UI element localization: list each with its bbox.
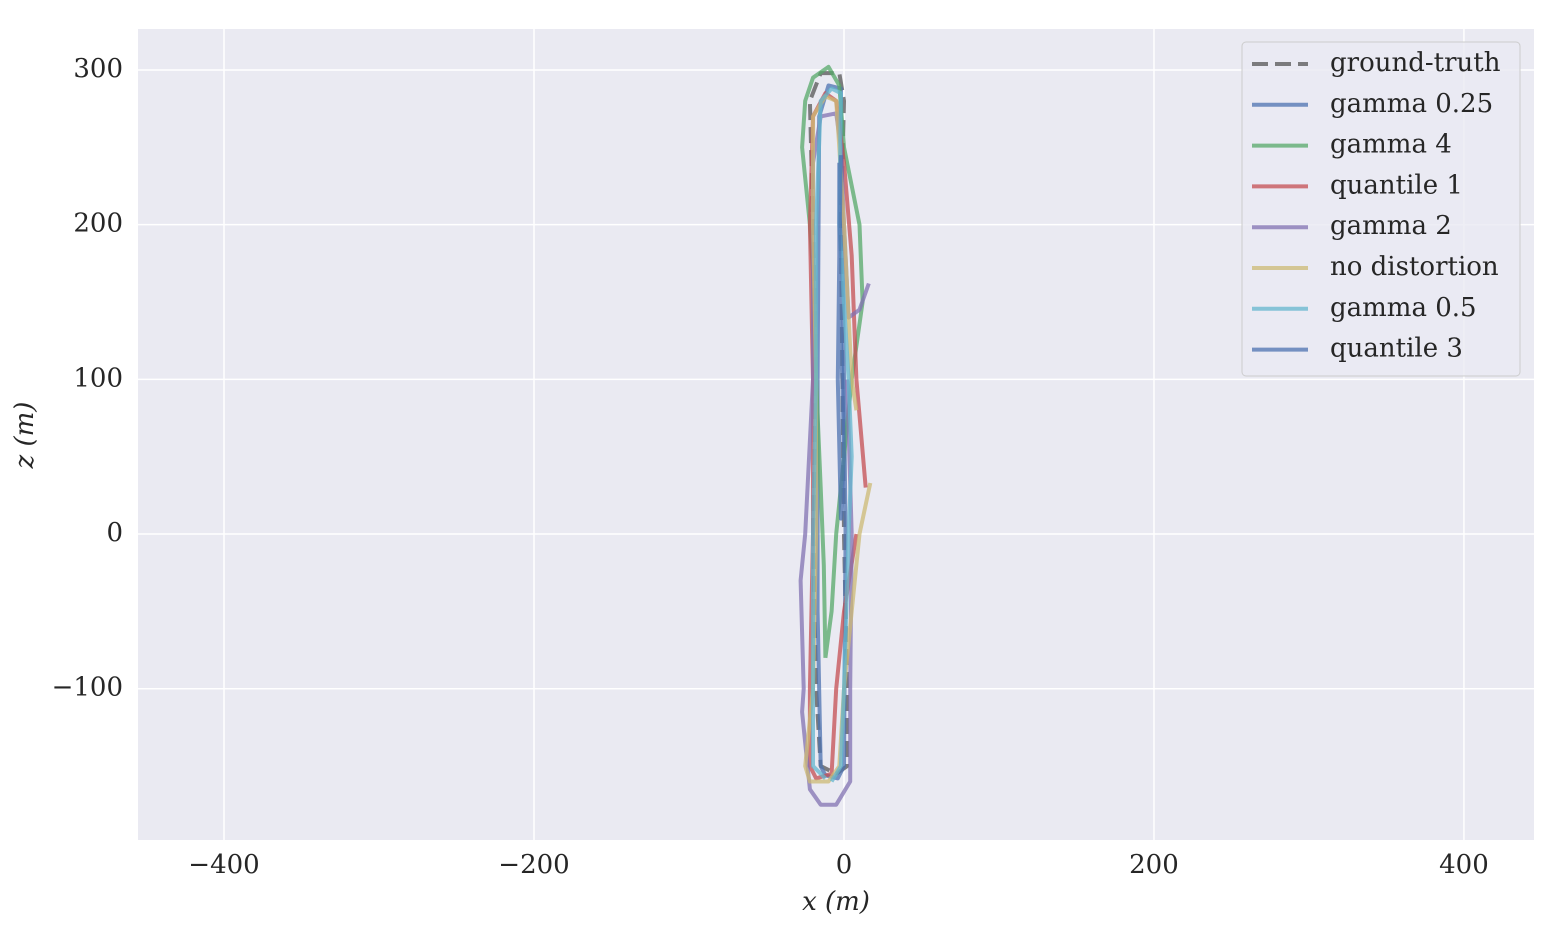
y-tick-label: 200 xyxy=(73,209,123,239)
x-tick-label: −400 xyxy=(188,850,259,880)
x-tick-label: 200 xyxy=(1129,850,1179,880)
y-tick-label: 100 xyxy=(73,363,123,393)
y-tick-label: −100 xyxy=(52,673,123,703)
legend-label: gamma 4 xyxy=(1330,130,1452,160)
y-axis-label: z (m) xyxy=(10,402,40,470)
y-tick-label: 0 xyxy=(106,518,123,548)
x-tick-label: −200 xyxy=(498,850,569,880)
legend-label: gamma 0.5 xyxy=(1330,293,1477,323)
trajectory-line xyxy=(835,155,846,521)
x-axis-label: x (m) xyxy=(802,887,870,917)
legend: ground-truth gamma 0.25 gamma 4 quantile 1 g… xyxy=(1241,41,1521,377)
legend-label: quantile 3 xyxy=(1330,334,1463,364)
y-tick-label: 300 xyxy=(73,54,123,84)
legend-label: quantile 1 xyxy=(1330,170,1463,200)
legend-label: ground-truth xyxy=(1330,48,1501,78)
x-tick-label: 0 xyxy=(836,850,853,880)
legend-label: gamma 0.25 xyxy=(1330,89,1493,119)
legend-box xyxy=(1241,41,1521,377)
trajectory-line xyxy=(811,86,854,783)
x-tick-label: 400 xyxy=(1439,850,1489,880)
legend-label: gamma 2 xyxy=(1330,211,1452,241)
legend-label: no distortion xyxy=(1330,252,1499,282)
